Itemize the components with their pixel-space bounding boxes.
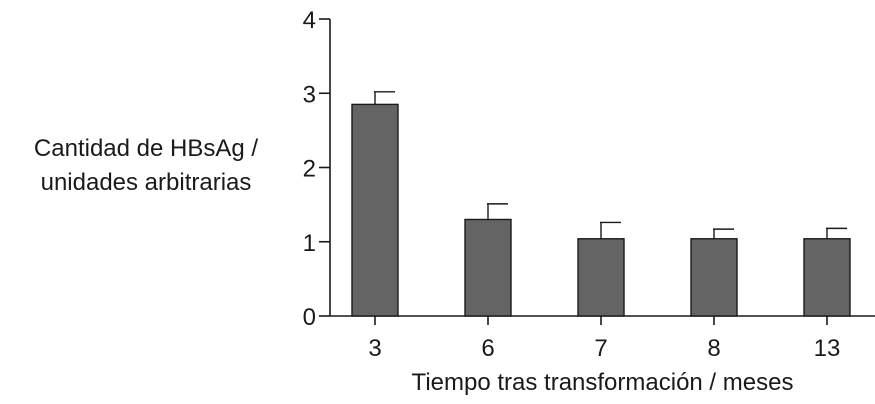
bar: [464, 218, 512, 317]
y-tick-label: 1: [303, 230, 316, 257]
x-tick-label: 8: [707, 335, 720, 362]
x-tick-label: 13: [814, 335, 841, 362]
bar: [351, 103, 399, 317]
x-tick-label: 3: [368, 335, 381, 362]
y-tick-label: 3: [303, 81, 316, 108]
y-tick-label: 4: [303, 7, 316, 34]
y-tick-label: 2: [303, 156, 316, 183]
bar: [577, 238, 625, 317]
x-axis-label: Tiempo tras transformación / meses: [411, 369, 794, 396]
y-axis-label-line2: unidades arbitrarias: [40, 169, 252, 196]
y-tick-label: 0: [303, 304, 316, 331]
x-tick-label: 7: [594, 335, 607, 362]
x-tick-label: 6: [481, 335, 494, 362]
bar: [803, 238, 851, 317]
bar: [690, 238, 738, 317]
y-axis-label-line1: Cantidad de HBsAg /: [33, 135, 259, 162]
y-axis-label: Cantidad de HBsAg / unidades arbitrarias: [0, 132, 292, 200]
